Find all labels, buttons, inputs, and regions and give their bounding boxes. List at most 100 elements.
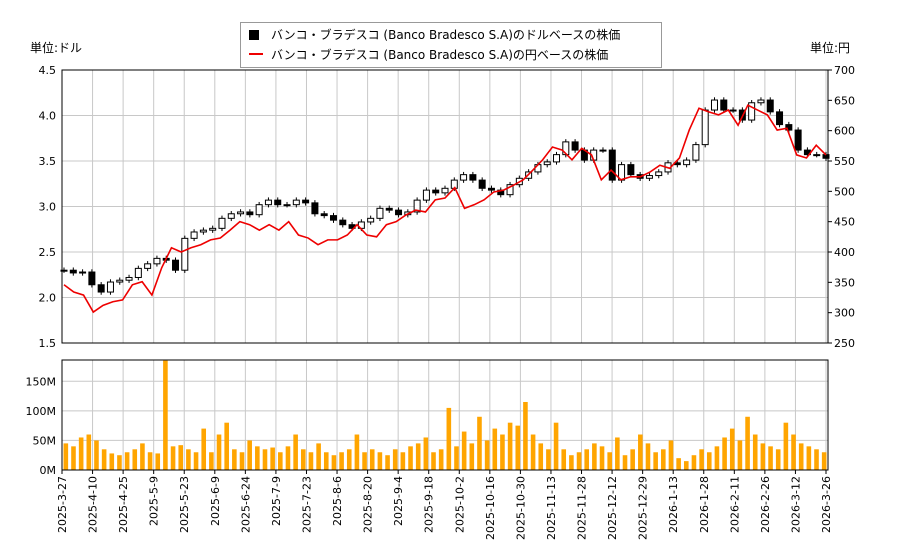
x-tick-label: 2025-6-24 <box>239 476 252 533</box>
candle-body <box>255 204 263 216</box>
y-right-tick-label: 300 <box>834 307 855 320</box>
candle-body <box>460 174 468 181</box>
legend-item-usd: バンコ・ブラデスコ (Banco Bradesco S.A)のドルベースの株価 <box>249 25 620 45</box>
volume-bar <box>385 455 390 470</box>
x-tick-label: 2025-5-23 <box>178 476 191 533</box>
volume-bar <box>124 452 130 470</box>
candle-body <box>813 154 821 157</box>
volume-bar <box>768 446 773 470</box>
price-plot-frame <box>61 69 829 344</box>
volume-bar <box>339 452 344 470</box>
candle-body <box>274 199 282 206</box>
volume-bar <box>706 452 712 470</box>
volume-bar <box>232 449 237 470</box>
y-left-tick-label: 3.5 <box>39 155 57 168</box>
y-right-tick-label: 600 <box>834 125 855 138</box>
volume-bar <box>584 449 590 470</box>
volume-bar <box>438 449 444 470</box>
candle-body <box>413 199 421 213</box>
x-tick-label: 2025-4-25 <box>117 476 130 533</box>
volume-bar <box>408 446 413 470</box>
x-tick-label: 2025-3-27 <box>56 476 69 533</box>
x-tick-label: 2025-12-12 <box>606 476 619 540</box>
candle-body <box>144 263 152 269</box>
candle-body <box>88 271 96 286</box>
volume-bar <box>791 434 796 470</box>
volume-bar <box>293 434 298 470</box>
candle-body <box>134 267 142 278</box>
candle-body <box>645 175 653 179</box>
candle-body <box>543 161 551 166</box>
candle-body <box>320 213 328 217</box>
candle-body <box>395 209 403 216</box>
volume-bar <box>323 452 329 470</box>
y-left-tick-label: 1.5 <box>39 337 57 350</box>
volume-bar <box>94 440 99 470</box>
volume-bar <box>729 428 735 470</box>
volume-bar <box>523 401 528 470</box>
volume-bar <box>163 360 168 470</box>
volume-bar <box>132 449 138 470</box>
volume-bar <box>469 443 475 470</box>
volume-bar <box>630 449 635 470</box>
volume-tick-label: 50M <box>33 434 57 447</box>
candle-body <box>125 276 133 281</box>
volume-bar <box>270 447 275 470</box>
volume-bar <box>814 449 819 470</box>
candle-body <box>79 271 87 274</box>
y-right-tick-label: 250 <box>834 337 855 350</box>
x-tick-label: 2026-1-28 <box>698 476 711 533</box>
volume-bar <box>431 452 436 470</box>
candle-body <box>218 217 226 229</box>
volume-bar <box>178 445 184 470</box>
volume-bar <box>653 452 658 470</box>
candle-body <box>729 109 737 112</box>
candle-body <box>469 174 477 181</box>
volume-bar <box>752 434 758 470</box>
y-left-tick-label: 4.5 <box>39 64 57 77</box>
volume-bar <box>109 453 115 470</box>
x-tick-label: 2025-8-6 <box>331 476 344 526</box>
volume-tick-label: 150M <box>26 375 57 388</box>
candle-body <box>376 207 384 219</box>
volume-bar <box>737 440 743 470</box>
volume-bar <box>699 449 704 470</box>
candle-body <box>339 219 347 226</box>
volume-bar <box>683 461 689 470</box>
candle-body <box>329 215 337 221</box>
x-tick-label: 2025-9-18 <box>423 476 436 533</box>
volume-bar <box>484 440 490 470</box>
volume-bar <box>201 428 207 470</box>
volume-bar <box>622 455 628 470</box>
volume-tick-label: 100M <box>26 405 57 418</box>
candle-body <box>766 99 774 113</box>
candle-body <box>571 141 579 151</box>
candle-body <box>748 102 756 121</box>
volume-bar <box>446 407 452 470</box>
volume-bar <box>492 428 498 470</box>
volume-bar <box>63 443 69 470</box>
volume-bar <box>783 422 789 470</box>
volume-bar <box>607 452 612 470</box>
volume-bar <box>798 443 804 470</box>
candle-body <box>432 189 440 194</box>
volume-bar <box>78 437 84 470</box>
candle-body <box>69 269 77 274</box>
volume-bar <box>186 449 191 470</box>
y-right-tick-label: 500 <box>834 185 855 198</box>
candle-body <box>153 257 161 265</box>
volume-bar <box>377 452 383 470</box>
y-right-tick-label: 650 <box>834 94 855 107</box>
jpy-price-line <box>63 104 827 314</box>
candle-body <box>190 231 198 239</box>
candle-body <box>692 144 700 161</box>
candle-body <box>106 281 114 293</box>
left-unit-label: 単位:ドル <box>30 41 83 55</box>
volume-bar <box>676 458 681 470</box>
y-right-tick-label: 350 <box>834 276 855 289</box>
candle-body <box>116 279 124 283</box>
volume-bar <box>714 446 720 470</box>
candle-body <box>785 124 793 131</box>
volume-bar <box>821 452 827 470</box>
